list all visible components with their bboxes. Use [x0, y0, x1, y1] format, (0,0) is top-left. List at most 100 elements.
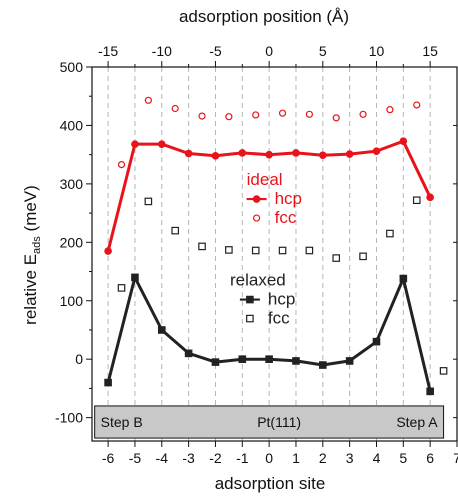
relaxed-legend-title: relaxed [230, 271, 286, 290]
ideal-fcc-point [171, 104, 179, 113]
y-tick-label: 500 [60, 59, 84, 75]
x-tick-label: -3 [182, 450, 195, 466]
relaxed-hcp-point [345, 357, 354, 365]
relaxed-legend-hcp-marker [246, 295, 254, 304]
relaxed-legend-hcp-label: hcp [268, 290, 295, 309]
y-tick-label: 400 [60, 117, 84, 133]
relaxed-hcp-point [184, 349, 193, 358]
ideal-legend-hcp-marker [252, 195, 261, 203]
ideal-hcp-point [265, 150, 273, 159]
x-tick-label: -1 [236, 450, 249, 466]
relaxed-fcc-point [144, 197, 153, 206]
surface-bar: Step B Pt(111) Step A [94, 405, 445, 439]
x-tick-label: -4 [156, 450, 169, 466]
y-tick-label: 300 [60, 176, 84, 192]
pt111-label: Pt(111) [257, 414, 301, 430]
relaxed-hcp-point [131, 273, 139, 282]
top-x-axis-title: adsorption position (Å) [179, 7, 349, 26]
ideal-hcp-point [104, 247, 112, 255]
x-tick-label: 5 [399, 450, 407, 466]
x-tick-label: 4 [373, 450, 381, 466]
step-b-label: Step B [101, 414, 143, 430]
x-tick-label: 0 [265, 450, 273, 466]
relaxed-fcc-point [278, 246, 287, 255]
step-a-label: Step A [396, 414, 438, 430]
top-x-tick-label: 5 [319, 43, 327, 59]
ideal-fcc-point [198, 112, 206, 120]
relaxed-hcp-point [292, 357, 300, 365]
ideal-fcc-point [359, 110, 367, 118]
relaxed-hcp-point [104, 378, 112, 387]
x-tick-label: 1 [292, 450, 300, 466]
relaxed-fcc-point [305, 246, 314, 255]
ideal-fcc-point [413, 101, 421, 109]
ideal-fcc-point [144, 96, 152, 104]
x-tick-label: 6 [426, 450, 434, 466]
relaxed-hcp-point [426, 387, 434, 396]
relaxed-hcp-point [319, 361, 327, 369]
y-tick-label: 0 [75, 351, 83, 367]
surface-bar-rect [94, 405, 445, 439]
relaxed-hcp-point [211, 358, 220, 366]
relaxed-fcc-point [359, 252, 367, 261]
relaxed-fcc-point [198, 242, 206, 251]
relaxed-legend-fcc-marker [246, 314, 254, 323]
ideal-hcp-point [426, 193, 434, 202]
relaxed-hcp-point [238, 355, 247, 363]
relaxed-fcc-point [439, 367, 448, 375]
ideal-legend-title: ideal [247, 170, 283, 189]
top-x-tick-label: 10 [369, 43, 385, 59]
ideal-hcp-point [131, 140, 139, 148]
plot-series [104, 96, 448, 396]
ideal-hcp-point [211, 152, 220, 160]
relaxed-fcc-point [251, 246, 260, 255]
top-x-tick-label: -5 [209, 43, 222, 59]
bottom-x-axis-title: adsorption site [215, 474, 326, 493]
ideal-fcc-point [252, 111, 260, 119]
relaxed-legend-fcc-label: fcc [268, 309, 290, 328]
top-x-tick-label: -10 [152, 43, 172, 59]
x-tick-label: -6 [102, 450, 115, 466]
ideal-legend-hcp-label: hcp [275, 189, 302, 208]
ideal-legend-fcc-marker [253, 214, 261, 222]
x-tick-label: 3 [346, 450, 354, 466]
ideal-fcc-point [332, 114, 340, 122]
y-tick-label: 100 [60, 293, 84, 309]
x-tick-label: 7 [453, 450, 458, 466]
relaxed-hcp-point [372, 337, 381, 346]
top-x-tick-label: 15 [422, 43, 438, 59]
relaxed-fcc-point [117, 284, 126, 292]
ideal-hcp-point [345, 150, 354, 158]
ideal-hcp-point [238, 149, 247, 157]
ideal-hcp-point [292, 149, 300, 157]
relaxed-hcp-point [399, 274, 408, 283]
plot-frame [91, 66, 458, 442]
ideal-hcp-point [157, 140, 166, 148]
ideal-fcc-point [305, 110, 313, 118]
top-x-tick-label: -15 [98, 43, 118, 59]
ideal-hcp-point [319, 151, 327, 160]
ideal-fcc-point [278, 109, 287, 117]
y-axis-title: relative Eads (meV) [21, 185, 43, 325]
y-tick-label: -100 [55, 410, 83, 426]
x-tick-label: -5 [129, 450, 142, 466]
relaxed-fcc-point [386, 229, 394, 238]
ideal-fcc-point [117, 160, 126, 169]
relaxed-hcp-point [265, 355, 273, 363]
x-tick-label: -2 [209, 450, 222, 466]
relaxed-fcc-point [332, 254, 341, 262]
ideal-hcp-point [184, 149, 193, 158]
ideal-hcp-point [399, 137, 408, 146]
relaxed-fcc-point [412, 196, 421, 205]
ideal-hcp-point [372, 147, 381, 155]
top-x-tick-label: 0 [265, 43, 273, 59]
ideal-fcc-point [225, 113, 233, 121]
grid [107, 67, 431, 441]
x-tick-label: 2 [319, 450, 327, 466]
ideal-legend-fcc-label: fcc [275, 208, 297, 227]
relaxed-fcc-point [225, 246, 233, 254]
ideal-fcc-point [386, 106, 394, 114]
